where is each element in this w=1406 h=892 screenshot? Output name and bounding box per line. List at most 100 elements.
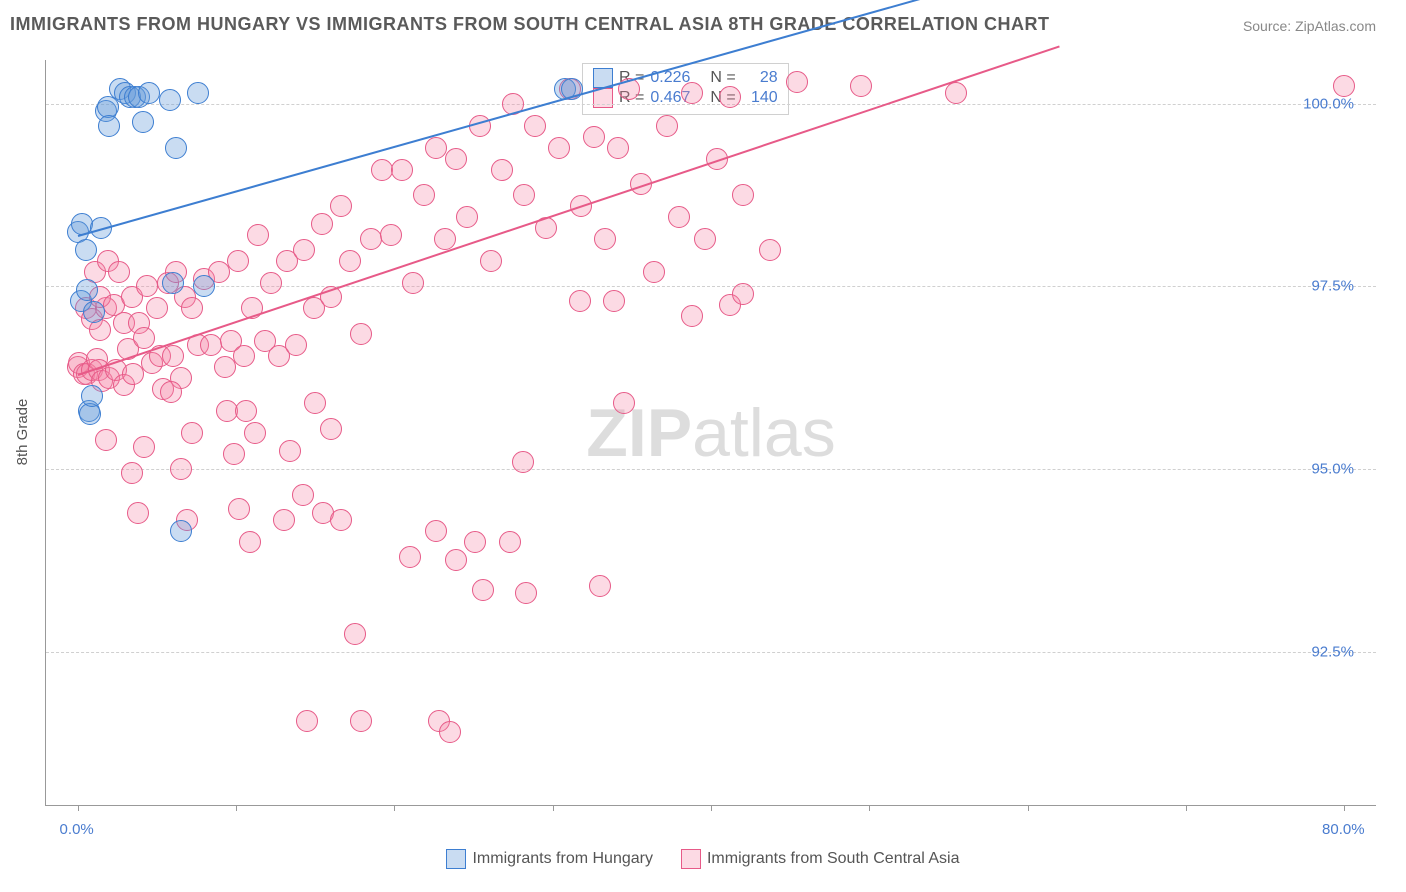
data-point xyxy=(339,250,361,272)
data-point xyxy=(732,283,754,305)
data-point xyxy=(759,239,781,261)
y-tick-label: 100.0% xyxy=(1303,95,1354,112)
data-point xyxy=(133,327,155,349)
data-point xyxy=(233,345,255,367)
data-point xyxy=(95,429,117,451)
x-tick xyxy=(553,805,554,811)
data-point xyxy=(402,272,424,294)
gridline xyxy=(46,104,1376,105)
data-point xyxy=(515,582,537,604)
data-point xyxy=(445,549,467,571)
data-point xyxy=(472,579,494,601)
data-point xyxy=(121,462,143,484)
data-point xyxy=(181,422,203,444)
data-point xyxy=(296,710,318,732)
data-point xyxy=(445,148,467,170)
data-point xyxy=(643,261,665,283)
gridline xyxy=(46,652,1376,653)
data-point xyxy=(304,392,326,414)
data-point xyxy=(399,546,421,568)
data-point xyxy=(350,323,372,345)
data-point xyxy=(136,275,158,297)
data-point xyxy=(344,623,366,645)
data-point xyxy=(583,126,605,148)
data-point xyxy=(235,400,257,422)
data-point xyxy=(138,82,160,104)
data-point xyxy=(694,228,716,250)
x-tick xyxy=(1186,805,1187,811)
data-point xyxy=(273,509,295,531)
data-point xyxy=(293,239,315,261)
data-point xyxy=(681,82,703,104)
n-value: 28 xyxy=(742,69,778,87)
source-prefix: Source: xyxy=(1243,18,1295,34)
x-tick xyxy=(1344,805,1345,811)
data-point xyxy=(350,710,372,732)
data-point xyxy=(181,297,203,319)
data-point xyxy=(371,159,393,181)
data-point xyxy=(425,137,447,159)
data-point xyxy=(603,290,625,312)
data-point xyxy=(260,272,282,294)
data-point xyxy=(159,89,181,111)
data-point xyxy=(162,345,184,367)
x-tick xyxy=(1028,805,1029,811)
data-point xyxy=(1333,75,1355,97)
data-point xyxy=(160,381,182,403)
data-point xyxy=(548,137,570,159)
x-tick xyxy=(711,805,712,811)
trend-line xyxy=(77,0,1012,237)
data-point xyxy=(227,250,249,272)
data-point xyxy=(464,531,486,553)
data-point xyxy=(81,385,103,407)
x-tick xyxy=(78,805,79,811)
legend-swatch xyxy=(681,849,701,869)
data-point xyxy=(607,137,629,159)
data-point xyxy=(945,82,967,104)
y-axis-title: 8th Grade xyxy=(14,399,31,466)
data-point xyxy=(786,71,808,93)
legend-label: Immigrants from Hungary xyxy=(472,850,653,868)
data-point xyxy=(320,418,342,440)
watermark-bold: ZIP xyxy=(586,395,692,471)
data-point xyxy=(330,509,352,531)
data-point xyxy=(285,334,307,356)
y-tick-label: 92.5% xyxy=(1311,643,1354,660)
data-point xyxy=(439,721,461,743)
data-point xyxy=(228,498,250,520)
data-point xyxy=(656,115,678,137)
data-point xyxy=(524,115,546,137)
data-point xyxy=(380,224,402,246)
data-point xyxy=(589,575,611,597)
data-point xyxy=(165,137,187,159)
data-point xyxy=(456,206,478,228)
data-point xyxy=(127,502,149,524)
source-attribution: Source: ZipAtlas.com xyxy=(1243,18,1376,34)
data-point xyxy=(512,451,534,473)
watermark-light: atlas xyxy=(692,395,836,471)
data-point xyxy=(513,184,535,206)
scatter-plot-area: ZIPatlas R =0.226N =28R =0.467N =140 92.… xyxy=(45,60,1376,806)
data-point xyxy=(480,250,502,272)
data-point xyxy=(162,272,184,294)
data-point xyxy=(247,224,269,246)
chart-title: IMMIGRANTS FROM HUNGARY VS IMMIGRANTS FR… xyxy=(10,14,1049,35)
data-point xyxy=(434,228,456,250)
source-link[interactable]: ZipAtlas.com xyxy=(1295,18,1376,34)
data-point xyxy=(132,111,154,133)
legend-swatch xyxy=(446,849,466,869)
data-point xyxy=(223,443,245,465)
data-point xyxy=(594,228,616,250)
x-tick xyxy=(394,805,395,811)
data-point xyxy=(146,297,168,319)
data-point xyxy=(98,115,120,137)
legend-label: Immigrants from South Central Asia xyxy=(707,850,960,868)
data-point xyxy=(425,520,447,542)
bottom-legend: Immigrants from Hungary Immigrants from S… xyxy=(0,849,1406,874)
data-point xyxy=(75,239,97,261)
data-point xyxy=(732,184,754,206)
data-point xyxy=(200,334,222,356)
y-tick-label: 95.0% xyxy=(1311,461,1354,478)
data-point xyxy=(681,305,703,327)
data-point xyxy=(413,184,435,206)
